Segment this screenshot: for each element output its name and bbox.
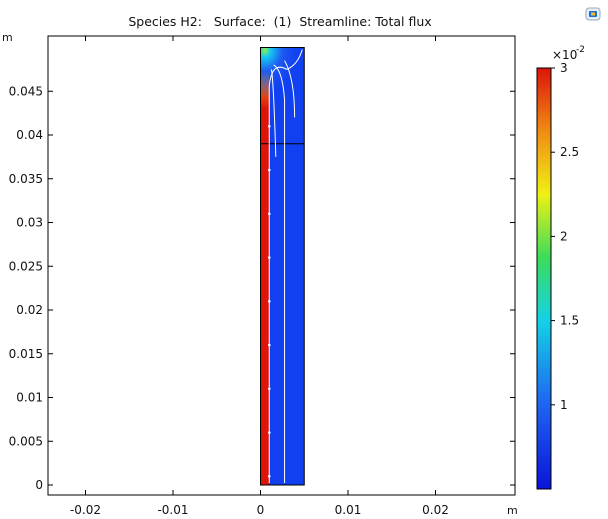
x-tick-label: 0.02 [422,503,449,517]
y-tick-label: 0.045 [9,84,43,98]
y-tick-label: 0.01 [16,391,43,405]
plot-title: Species H2: Surface: (1) Streamline: Tot… [128,14,432,29]
colorbar-exponent-power: -2 [576,45,585,55]
streamline-arrow [267,387,271,391]
y-tick-label: 0.03 [16,216,43,230]
streamline-path [268,49,303,483]
colorbar-tick-label: 2 [560,229,568,243]
streamline-path [273,64,286,483]
y-tick-label: 0.005 [9,434,43,448]
streamline-path [270,69,277,157]
streamline-arrow [267,343,271,347]
colorbar-tick-label: 1 [560,398,568,412]
x-tick-label: -0.02 [70,503,101,517]
y-tick-label: 0.035 [9,172,43,186]
streamline-arrow [267,299,271,303]
colorbar-tick-label: 1.5 [560,314,579,328]
colorbar-gradient [536,67,552,490]
x-axis-ticks: -0.02 -0.01 0 0.01 0.02 [70,36,449,517]
streamlines [267,49,303,483]
streamline-path [284,60,296,118]
colorbar-exponent-base: ×10 [552,48,577,62]
inlet-gradient-region [260,47,305,100]
y-axis-ticks: 0 0.005 0.01 0.015 0.02 0.025 0.03 0.035 0.04 0.0… [9,84,515,492]
x-tick-label: 0.01 [335,503,362,517]
comsol-plot-icon[interactable] [585,7,601,21]
y-axis-unit: m [2,31,13,44]
axes-frame [47,35,516,496]
streamline-arrow [267,474,271,478]
streamline-arrow [267,168,271,172]
colorbar-tick-label: 2.5 [560,145,579,159]
y-tick-label: 0.015 [9,347,43,361]
streamline-arrow [267,431,271,434]
high-concentration-strip [260,47,270,485]
y-tick-label: 0.04 [16,128,43,142]
x-axis-unit: m [507,504,518,517]
streamline-arrow [267,212,271,216]
y-tick-label: 0.025 [9,259,43,273]
streamline-arrow [267,256,271,259]
domain-border [260,47,305,486]
colorbar-tick-label: 3 [560,61,568,75]
x-tick-label: 0 [257,503,265,517]
y-tick-label: 0 [35,478,43,492]
colorbar-ticks: 1 1.5 2 2.5 3 [551,61,579,412]
streamline-arrow [267,124,271,128]
y-tick-label: 0.02 [16,303,43,317]
x-tick-label: -0.01 [157,503,188,517]
colorbar: ×10 -2 1 1.5 2 2.5 3 [536,45,585,490]
simulation-domain[interactable] [260,47,305,486]
